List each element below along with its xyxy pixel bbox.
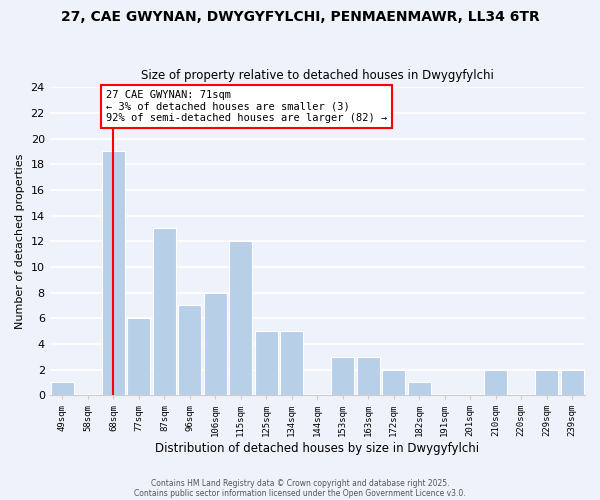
X-axis label: Distribution of detached houses by size in Dwygyfylchi: Distribution of detached houses by size … xyxy=(155,442,479,455)
Bar xyxy=(51,382,74,395)
Bar xyxy=(331,356,354,395)
Bar xyxy=(229,241,253,395)
Bar xyxy=(280,331,304,395)
Bar xyxy=(127,318,151,395)
Bar xyxy=(255,331,278,395)
Bar xyxy=(408,382,431,395)
Bar xyxy=(535,370,558,395)
Bar xyxy=(357,356,380,395)
Text: Contains public sector information licensed under the Open Government Licence v3: Contains public sector information licen… xyxy=(134,488,466,498)
Text: Contains HM Land Registry data © Crown copyright and database right 2025.: Contains HM Land Registry data © Crown c… xyxy=(151,478,449,488)
Text: 27, CAE GWYNAN, DWYGYFYLCHI, PENMAENMAWR, LL34 6TR: 27, CAE GWYNAN, DWYGYFYLCHI, PENMAENMAWR… xyxy=(61,10,539,24)
Bar xyxy=(204,292,227,395)
Text: 27 CAE GWYNAN: 71sqm
← 3% of detached houses are smaller (3)
92% of semi-detache: 27 CAE GWYNAN: 71sqm ← 3% of detached ho… xyxy=(106,90,387,123)
Y-axis label: Number of detached properties: Number of detached properties xyxy=(15,154,25,329)
Bar xyxy=(382,370,405,395)
Bar xyxy=(561,370,584,395)
Bar xyxy=(102,152,125,395)
Bar xyxy=(153,228,176,395)
Title: Size of property relative to detached houses in Dwygyfylchi: Size of property relative to detached ho… xyxy=(141,69,494,82)
Bar xyxy=(484,370,507,395)
Bar xyxy=(178,306,202,395)
